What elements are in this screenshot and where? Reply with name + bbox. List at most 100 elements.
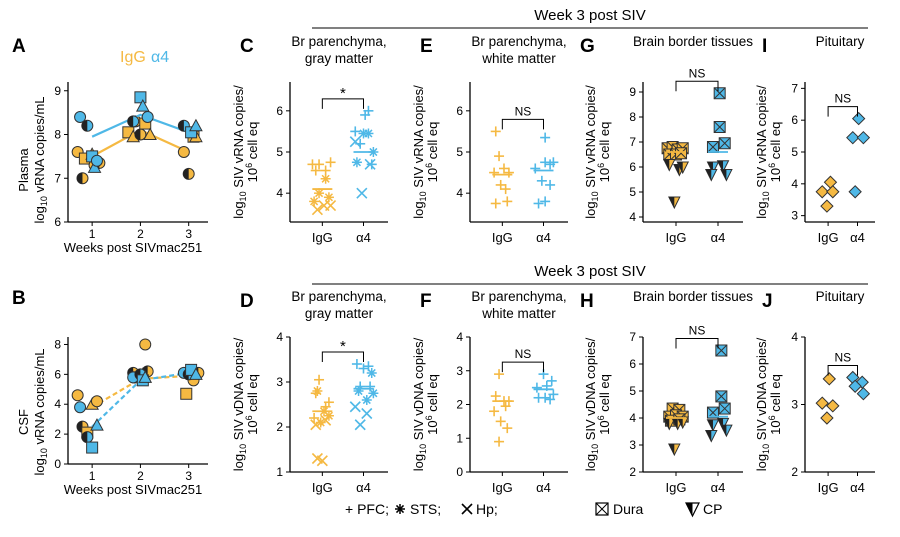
- y-tick-label: 4: [276, 186, 283, 200]
- data-point: [720, 169, 733, 182]
- x-category-label: IgG: [666, 480, 687, 495]
- data-point: [704, 169, 718, 182]
- y-tick-label: 4: [791, 330, 798, 344]
- panel-letter-b: B: [12, 288, 26, 309]
- y-tick-label: 5: [629, 185, 636, 199]
- data-point: [500, 401, 511, 412]
- significance-label: NS: [834, 351, 851, 365]
- significance-label: NS: [834, 92, 851, 106]
- x-category-label: IgG: [492, 230, 513, 245]
- data-point: [350, 126, 361, 137]
- y-tick-label: 2: [456, 398, 463, 412]
- panel-j: J Pituitary 2 3 4 IgG α4 log10 SIV vDNA copies/…: [754, 289, 875, 495]
- y-tick-label: 2: [276, 420, 283, 434]
- y-tick-label: 5: [276, 145, 283, 159]
- significance-label: NS: [689, 324, 706, 338]
- y-tick-label: 4: [629, 210, 636, 224]
- data-point: [323, 397, 334, 408]
- y-tick-label: 1: [276, 465, 283, 479]
- data-point: [90, 154, 103, 167]
- data-point: [546, 375, 557, 386]
- data-point: [86, 441, 99, 454]
- x-tick-label: 2: [137, 469, 144, 483]
- data-point: [320, 173, 331, 184]
- data-point: [134, 128, 147, 141]
- panel-d: D Br parenchyma, gray matter 1 2 3 4 IgG α4 log10…: [231, 289, 388, 495]
- panel-letter-h: H: [580, 291, 594, 312]
- y-axis-label-unit: 106 cell eq: [767, 374, 783, 435]
- y-tick-label: 8: [54, 337, 61, 351]
- x-category-label: α4: [711, 230, 726, 245]
- significance-label: NS: [515, 104, 532, 118]
- data-point: [540, 196, 551, 207]
- y-axis-label-unit: 106 cell eq: [244, 122, 260, 183]
- panel-i: I Pituitary 3 4 5 6 7 IgG α4 log10 SIV vRNA copie…: [754, 34, 875, 245]
- data-point: [489, 406, 500, 417]
- hp-marker: [461, 503, 473, 515]
- panel-title: Brain border tissues: [633, 289, 753, 304]
- panel-h: H Brain border tissues 2 3 4 5 6 7 IgG α4 log10 SI…: [580, 289, 753, 495]
- data-point: [706, 419, 720, 432]
- y-axis-label: log10 SIV vDNA copies/: [411, 337, 428, 471]
- data-point: [138, 370, 153, 383]
- data-point: [713, 87, 726, 100]
- data-point: [713, 121, 726, 133]
- y-tick-label: 8: [629, 110, 636, 124]
- x-tick-label: 3: [185, 227, 192, 241]
- legend-dura-marker: [595, 502, 609, 516]
- data-point: [662, 417, 676, 431]
- panel-g: G Brain border tissues 4 5 6 7 8 9 IgG α4 log10 SI…: [580, 34, 753, 245]
- data-point: [704, 430, 718, 443]
- data-point: [706, 141, 719, 153]
- data-point: [675, 147, 688, 160]
- y-axis-label: log10 SIV vRNA copies/: [231, 85, 248, 219]
- data-point: [325, 199, 337, 212]
- data-point: [540, 392, 551, 403]
- y-tick-label: 3: [629, 438, 636, 452]
- data-point: [143, 127, 157, 140]
- significance-label: NS: [515, 347, 532, 361]
- y-axis-label: log10 vRNA copies/mL: [32, 348, 49, 475]
- y-axis-label-unit: 106 cell eq: [424, 122, 440, 183]
- legend-hp-label: Hp;: [476, 501, 498, 517]
- data-point: [503, 167, 514, 178]
- y-tick-label: 6: [629, 160, 636, 174]
- data-point: [494, 369, 505, 380]
- significance-label: *: [340, 85, 346, 102]
- y-tick-label: 9: [629, 85, 636, 99]
- data-point: [314, 374, 325, 385]
- data-point: [325, 157, 336, 168]
- y-tick-label: 7: [54, 171, 61, 185]
- data-point: [364, 158, 376, 170]
- y-tick-label: 3: [456, 364, 463, 378]
- data-point: [90, 418, 104, 431]
- x-axis-label: Weeks post SIVmac251: [64, 240, 203, 255]
- data-point: [495, 416, 506, 427]
- data-point: [548, 157, 559, 168]
- data-point: [314, 159, 325, 170]
- week-header-bottom-label: Week 3 post SIV: [534, 263, 645, 280]
- data-point: [662, 159, 676, 172]
- data-point: [548, 389, 559, 400]
- panel-e: E Br parenchyma, white matter 4 5 6 IgG α4 log10…: [411, 34, 568, 245]
- y-axis-label-unit: 106 cell eq: [244, 374, 260, 435]
- data-point: [310, 165, 321, 176]
- x-category-label: α4: [850, 230, 865, 245]
- data-point: [494, 151, 505, 162]
- panel-letter-a: A: [12, 36, 26, 57]
- data-point: [823, 175, 838, 189]
- panel-title: Br parenchyma,: [291, 34, 386, 49]
- data-point: [189, 367, 203, 380]
- panel-title: Brain border tissues: [633, 34, 753, 49]
- legend-dura-label: Dura: [613, 501, 644, 517]
- panel-title: gray matter: [305, 51, 374, 66]
- y-tick-label: 6: [276, 104, 283, 118]
- data-point: [310, 419, 322, 431]
- data-point: [323, 410, 334, 421]
- data-point: [545, 179, 556, 190]
- significance-bracket: *: [321, 338, 364, 362]
- panel-letter-f: F: [420, 291, 432, 312]
- y-tick-label: 5: [791, 145, 798, 159]
- data-point: [363, 105, 374, 116]
- y-tick-label: 6: [54, 215, 61, 229]
